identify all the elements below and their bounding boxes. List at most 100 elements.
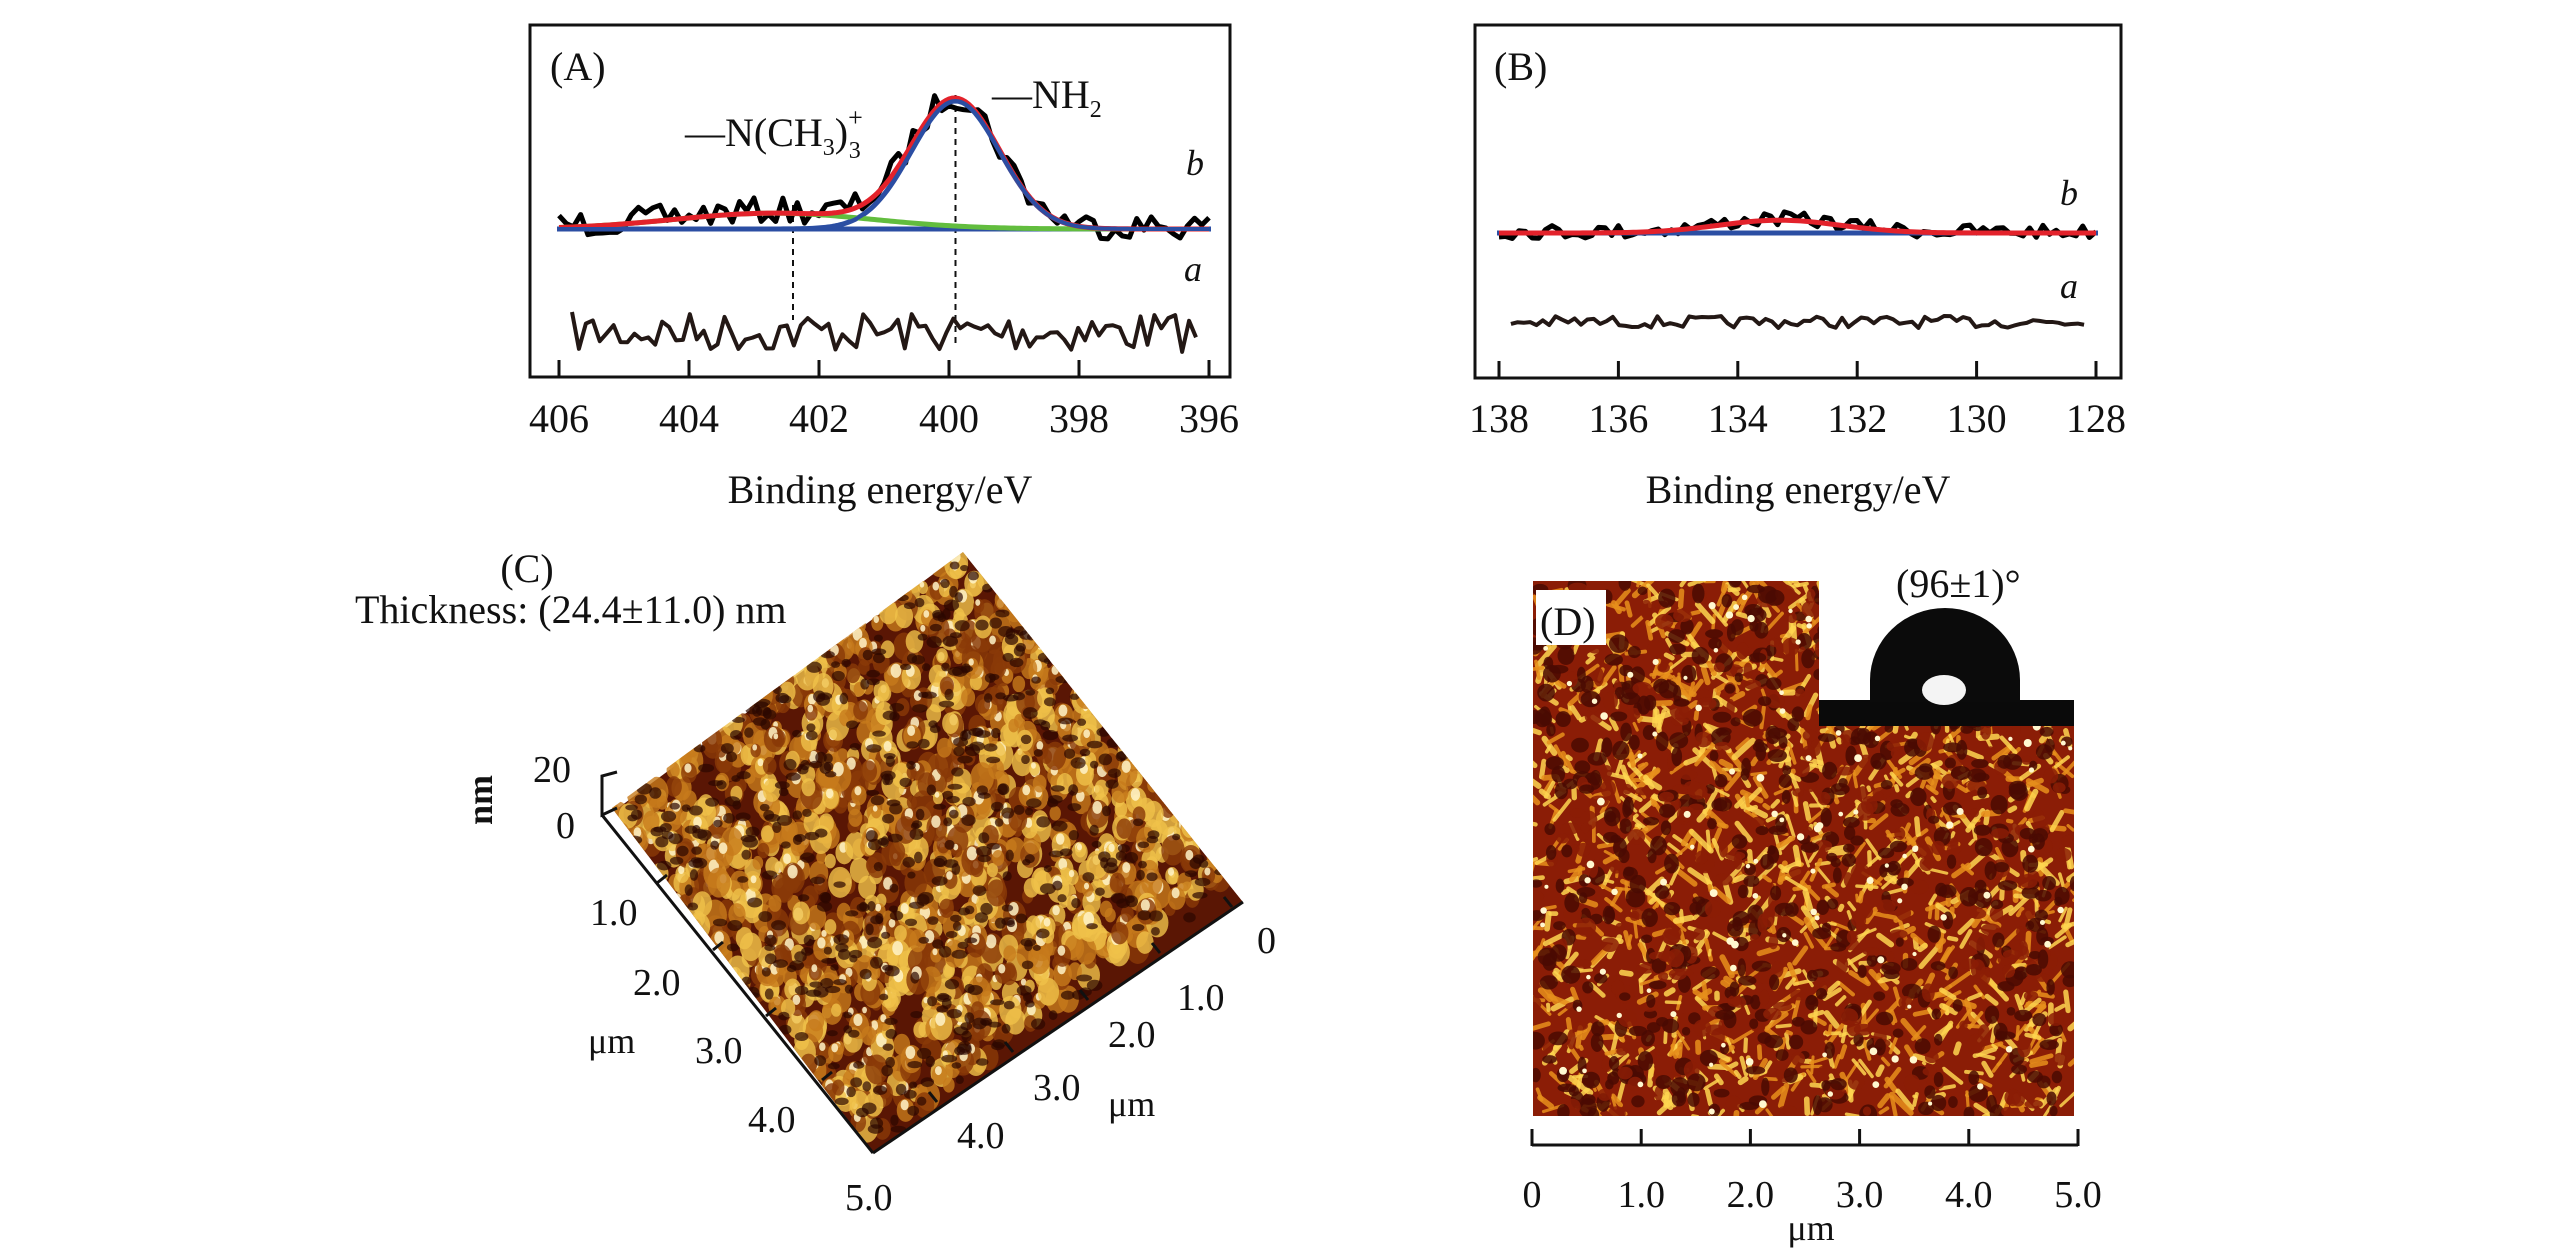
- afm-bright-spot: [1854, 754, 1862, 763]
- afm-ridge: [1783, 860, 1801, 872]
- afm-domain: [1817, 733, 1836, 743]
- afm-grain-highlight: [854, 786, 862, 796]
- afm-ridge: [1578, 715, 1588, 723]
- afm-domain: [1713, 1088, 1730, 1098]
- afm-pit: [972, 727, 984, 737]
- afm-ridge: [1561, 888, 1570, 896]
- afm-pit: [882, 813, 895, 824]
- afm-grain-highlight: [919, 581, 925, 588]
- afm-pit: [1043, 865, 1052, 873]
- afm-pit: [975, 619, 989, 631]
- panel-a-peak-markers: [792, 95, 957, 345]
- afm-domain: [1974, 837, 1993, 857]
- afm-domain: [1768, 637, 1780, 647]
- afm-pit: [834, 1097, 849, 1106]
- afm-domain: [1927, 925, 1941, 943]
- afm-grain: [836, 902, 852, 922]
- afm-ridge: [1858, 890, 1864, 904]
- afm-pit: [1024, 1000, 1035, 1008]
- afm-domain: [1699, 1049, 1718, 1067]
- panel-a-frame: [528, 23, 1232, 379]
- afm-domain: [1718, 840, 1728, 858]
- afm-pit: [983, 743, 998, 752]
- afm-pit: [806, 661, 822, 673]
- afm-ridge: [1707, 883, 1713, 893]
- afm-domain: [1576, 842, 1591, 857]
- afm-grain: [818, 813, 834, 833]
- afm-grain-highlight: [949, 552, 961, 564]
- afm-pit: [710, 840, 720, 850]
- right-axis-tick-label: 2.0: [1108, 1014, 1156, 1056]
- afm-domain: [1574, 760, 1591, 775]
- afm-grain: [942, 1077, 955, 1093]
- afm-ridge: [2063, 808, 2074, 817]
- afm-grain-highlight: [1043, 917, 1051, 927]
- afm-ridge: [1840, 1024, 1848, 1044]
- afm-pit: [1089, 760, 1099, 769]
- afm-ridge: [1889, 1009, 1898, 1024]
- afm-domain: [1546, 723, 1556, 737]
- afm-ridge: [1823, 1010, 1840, 1029]
- afm-pit: [778, 787, 789, 797]
- afm-domain: [1554, 782, 1568, 800]
- afm-bright-spot: [1805, 755, 1812, 762]
- afm-grain-highlight: [780, 670, 789, 682]
- afm-ridge: [1548, 1071, 1566, 1088]
- afm-pit: [887, 833, 903, 843]
- afm-pit: [865, 923, 874, 936]
- afm-pit: [792, 810, 803, 820]
- x-tick-label: 400: [919, 396, 979, 441]
- afm-domain: [1765, 677, 1782, 690]
- afm-pit: [794, 834, 806, 843]
- panel-a-curve-label-b: b: [1186, 143, 1204, 183]
- afm-pit: [1005, 849, 1014, 862]
- afm-bright-spot: [1779, 690, 1784, 696]
- afm-pit: [916, 1047, 932, 1059]
- afm-pit: [915, 808, 925, 821]
- afm-pit: [975, 846, 992, 857]
- afm-ridge: [1946, 935, 1959, 942]
- afm-bright-spot: [1928, 1101, 1933, 1106]
- afm-pit: [914, 851, 923, 864]
- afm-bright-spot: [2057, 906, 2064, 914]
- afm-domain: [1787, 612, 1797, 624]
- afm-pit: [990, 999, 1005, 1006]
- afm-domain: [1903, 1074, 1920, 1092]
- afm-ridge: [1917, 942, 1928, 953]
- afm-domain: [1944, 757, 1956, 769]
- afm-pit: [745, 826, 760, 838]
- afm-ridge: [1953, 1041, 1962, 1056]
- afm-domain: [1919, 763, 1933, 773]
- afm-ridge: [1719, 954, 1735, 979]
- afm-pit: [889, 803, 903, 815]
- afm-ridge: [1816, 581, 1828, 601]
- afm-pit: [764, 953, 777, 965]
- afm-ridge: [1827, 1024, 1833, 1036]
- afm-domain: [1846, 930, 1858, 944]
- afm-pit: [754, 698, 771, 707]
- afm-grain-highlight: [900, 1099, 909, 1111]
- afm-pit: [942, 635, 959, 647]
- afm-ridge: [1546, 732, 1565, 745]
- afm-pit: [866, 789, 880, 797]
- afm-ridge: [1803, 916, 1813, 928]
- afm-pit: [941, 1054, 958, 1063]
- afm-pit: [747, 897, 763, 908]
- afm-domain: [1835, 766, 1854, 776]
- afm-grain: [752, 855, 764, 870]
- afm-grain: [1136, 931, 1154, 954]
- afm-pit: [820, 892, 832, 904]
- afm-pit: [944, 688, 954, 701]
- afm-domain: [1604, 907, 1616, 924]
- afm-ridge: [1637, 762, 1645, 768]
- afm-ridge: [2024, 997, 2042, 1013]
- afm-pit: [925, 1055, 935, 1068]
- afm-pit: [959, 564, 969, 572]
- afm-pit: [872, 1085, 888, 1096]
- afm-grain-highlight: [975, 599, 981, 606]
- afm-ridge: [1677, 588, 1685, 609]
- afm-ridge: [1562, 951, 1579, 971]
- afm-ridge: [1803, 1096, 1811, 1116]
- afm-bright-spot: [1909, 1056, 1918, 1064]
- afm-grain: [768, 894, 782, 912]
